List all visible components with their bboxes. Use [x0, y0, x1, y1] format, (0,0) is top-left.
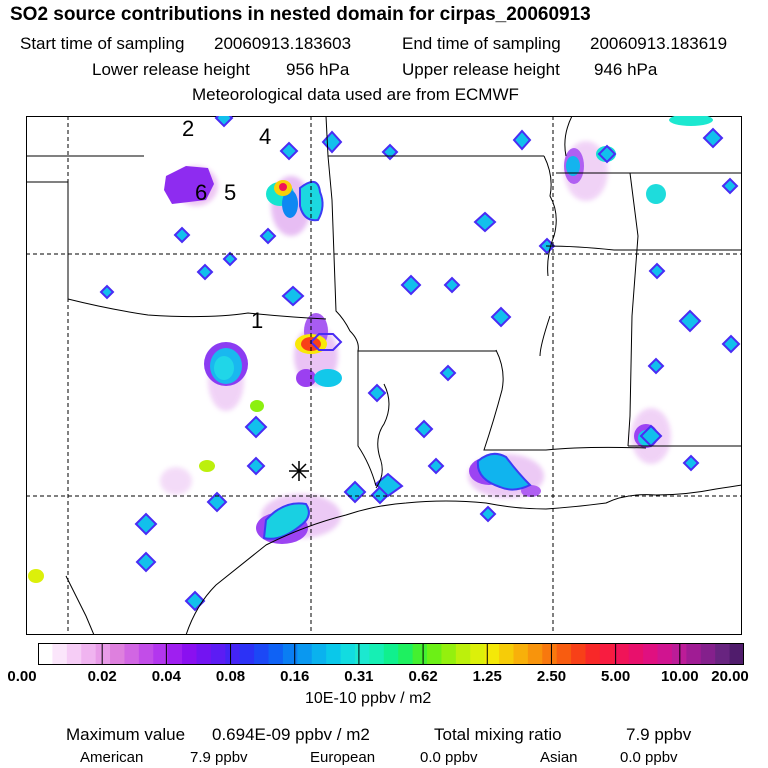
colorbar-tick-label: 0.16	[280, 668, 310, 685]
max-value: 0.694E-09 ppbv / m2	[212, 725, 370, 744]
page-title: SO2 source contributions in nested domai…	[10, 4, 591, 25]
colorbar-segment	[614, 643, 630, 665]
colorbar-tick-label: 0.02	[87, 668, 117, 685]
colorbar-segment	[585, 643, 601, 665]
total-mixing-value: 7.9 ppbv	[626, 725, 692, 744]
colorbar-segment	[38, 643, 53, 665]
colorbar-segment	[210, 643, 226, 665]
american-label: American	[80, 749, 144, 766]
colorbar-tick-label: 5.00	[601, 668, 631, 685]
colorbar-segment	[427, 643, 442, 665]
colorbar-segment	[110, 643, 125, 665]
max-value-label: Maximum value	[66, 725, 186, 744]
colorbar-segment	[225, 643, 241, 665]
colorbar-tick-label: 0.08	[215, 668, 246, 685]
start-time-value: 20060913.183603	[214, 34, 352, 53]
colorbar-unit: 10E-10 ppbv / m2	[305, 690, 432, 707]
colorbar-segment	[95, 643, 111, 665]
colorbar-tick-label: 0.31	[344, 668, 374, 685]
colorbar-segment	[239, 643, 255, 665]
colorbar-segment	[297, 643, 313, 665]
colorbar-tick-label: 0.62	[408, 668, 438, 685]
colorbar-segment	[513, 643, 529, 665]
american-value: 7.9 ppbv	[190, 749, 248, 766]
colorbar-border	[38, 643, 744, 665]
end-time-value: 20060913.183619	[590, 34, 728, 53]
upper-release-label: Upper release height	[402, 60, 560, 79]
colorbar-tick-label: 10.00	[661, 668, 699, 685]
colorbar-segment	[182, 643, 197, 665]
colorbar-segment	[700, 643, 716, 665]
lower-release-value: 956 hPa	[286, 60, 350, 79]
colorbar-segment	[383, 643, 399, 665]
european-value: 0.0 ppbv	[420, 749, 478, 766]
colorbar-segment	[196, 643, 212, 665]
colorbar-segment	[499, 643, 514, 665]
colorbar-segment	[441, 643, 457, 665]
met-data-text: Meteorological data used are from ECMWF	[192, 85, 519, 104]
start-time-label: Start time of sampling	[20, 34, 185, 53]
colorbar-segment	[628, 643, 644, 665]
colorbar-segment	[81, 643, 97, 665]
colorbar-segment	[470, 643, 486, 665]
lower-release-label: Lower release height	[92, 60, 250, 79]
colorbar-segment	[138, 643, 154, 665]
point-label-1: 1	[251, 308, 263, 333]
colorbar-segment	[729, 643, 744, 665]
map-panel: 2 4 5 6 1	[26, 116, 742, 635]
colorbar-segment	[354, 643, 370, 665]
boundaries	[26, 116, 742, 487]
point-label-5: 5	[224, 180, 236, 205]
colorbar-segment	[686, 643, 702, 665]
point-label-2: 2	[182, 116, 194, 141]
point-label-6: 6	[195, 180, 207, 205]
total-mixing-label: Total mixing ratio	[434, 725, 562, 744]
european-label: European	[310, 749, 376, 766]
colorbar-tick-label: 0.04	[151, 668, 181, 685]
colorbar-segment	[657, 643, 673, 665]
colorbar-segment	[542, 643, 558, 665]
colorbar-segment	[124, 643, 140, 665]
asian-label: Asian	[540, 749, 578, 766]
colorbar-segment	[455, 643, 471, 665]
colorbar-segment	[571, 643, 587, 665]
colorbar-segment	[282, 643, 298, 665]
colorbar-segment	[527, 643, 543, 665]
point-label-4: 4	[259, 124, 271, 149]
asian-value: 0.0 ppbv	[620, 749, 678, 766]
colorbar-segment	[398, 643, 414, 665]
colorbar-segment	[340, 643, 356, 665]
colorbar-segment	[254, 643, 270, 665]
colorbar-tick-label: 2.50	[536, 668, 567, 685]
colorbar	[38, 643, 744, 665]
upper-release-value: 946 hPa	[594, 60, 658, 79]
colorbar-segment	[153, 643, 169, 665]
colorbar-segment	[643, 643, 659, 665]
colorbar-tick-label: 1.25	[472, 668, 502, 685]
colorbar-segment	[484, 643, 500, 665]
colorbar-segment	[326, 643, 342, 665]
end-time-label: End time of sampling	[402, 34, 561, 53]
colorbar-segment	[599, 643, 615, 665]
colorbar-tick-label: 20.00	[711, 668, 749, 685]
colorbar-segment	[268, 643, 284, 665]
colorbar-segment	[412, 643, 428, 665]
colorbar-segment	[66, 643, 82, 665]
receptor-marker	[289, 461, 309, 481]
colorbar-segment	[369, 643, 385, 665]
colorbar-segment	[556, 643, 572, 665]
colorbar-tick-label: 0.00	[7, 668, 37, 685]
concentration-field	[28, 116, 741, 612]
colorbar-segment	[167, 643, 183, 665]
colorbar-segment	[311, 643, 327, 665]
colorbar-segment	[715, 643, 731, 665]
colorbar-segment	[52, 643, 68, 665]
lat-lon-grid	[26, 116, 742, 635]
